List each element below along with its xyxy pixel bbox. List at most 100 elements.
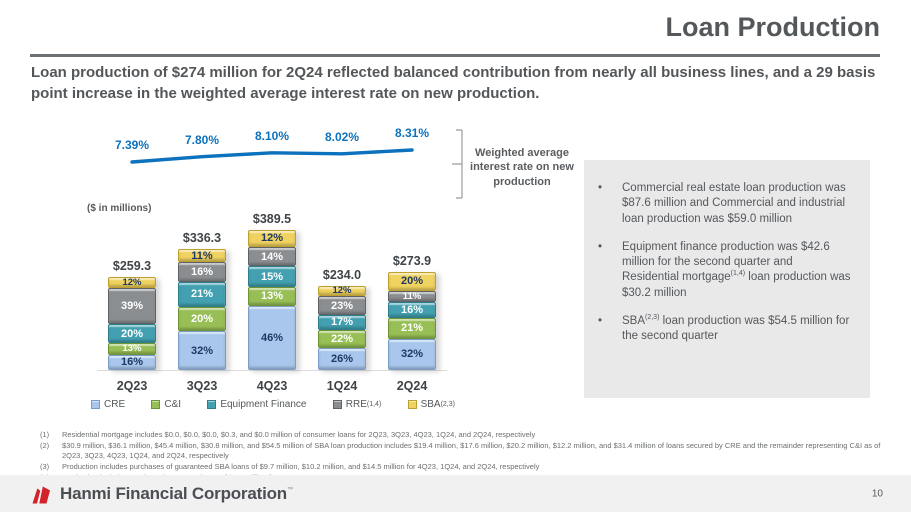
segment-equipment-finance: 20%	[108, 324, 156, 343]
hanmi-logo-icon	[32, 486, 50, 503]
bar-column-4Q23: $389.5 12% 14% 15% 13% 46%	[237, 212, 307, 370]
bar-total-label: $259.3	[112, 258, 152, 273]
segment-cre: 32%	[178, 331, 226, 370]
segment-cre: 16%	[108, 354, 156, 370]
bullet-icon: •	[598, 182, 603, 194]
bar-column-2Q23: $259.3 12% 39% 20% 13% 16%	[97, 259, 167, 370]
segment-c-i: 20%	[178, 307, 226, 332]
segment-rre: 39%	[108, 288, 156, 325]
bar-stack: 11% 16% 21% 20% 32%	[178, 249, 226, 370]
footnote-text: Production includes purchases of guarant…	[62, 461, 540, 471]
interest-rate-line	[130, 148, 414, 164]
segment-equipment-finance: 15%	[248, 266, 296, 288]
segment-cre: 32%	[388, 338, 436, 370]
segment-rre: 11%	[388, 291, 436, 302]
segment-sba: 12%	[108, 276, 156, 288]
segment-sba: 12%	[318, 285, 366, 296]
segment-rre: 16%	[178, 262, 226, 282]
bullet-icon: •	[598, 314, 603, 327]
chart-legend: CRE C&I Equipment Finance RRE (1,4) SBA (2,3)	[85, 399, 461, 410]
footnote-text: Residential mortgage includes $0.0, $0.0…	[62, 430, 536, 439]
bullet-text: Commercial real estate loan production w…	[622, 182, 846, 225]
bar-column-2Q24: $273.9 20% 11% 16% 21% 32%	[377, 254, 447, 370]
bar-total-label: $336.3	[182, 231, 222, 246]
segment-c-i: 21%	[388, 317, 436, 339]
stacked-bars: $259.3 12% 39% 20% 13% 16% $336.3 11% 16% 21% 20% 3…	[97, 186, 447, 371]
segment-equipment-finance: 17%	[318, 315, 366, 330]
trademark-mark: ™	[286, 486, 293, 493]
segment-rre: 14%	[248, 246, 296, 267]
brand-logo-group: Hanmi Financial Corporation ™	[30, 483, 293, 505]
legend-swatch-icon	[207, 400, 217, 409]
x-axis-label-1Q24: 1Q24	[326, 379, 358, 393]
rate-value-label: 7.80%	[184, 132, 220, 147]
line-series-label: Weighted average interest rate on new pr…	[470, 147, 574, 188]
segment-rre: 23%	[318, 296, 366, 316]
title-divider	[30, 54, 880, 57]
footnote-number: (1)	[40, 430, 50, 439]
footnote-number: (2)	[40, 440, 50, 450]
x-axis-label-3Q23: 3Q23	[186, 379, 218, 393]
slide-footer: Hanmi Financial Corporation ™ 10	[0, 475, 911, 512]
footnote-item: (1) Residential mortgage includes $0.0, $…	[40, 430, 902, 440]
segment-c-i: 13%	[248, 287, 296, 306]
bullet-icon: •	[598, 240, 603, 253]
bar-stack: 12% 39% 20% 13% 16%	[108, 276, 156, 370]
legend-label: C&I	[164, 399, 182, 410]
bar-column-1Q24: $234.0 12% 23% 17% 22% 26%	[307, 268, 377, 370]
segment-equipment-finance: 21%	[178, 281, 226, 308]
segment-cre: 26%	[318, 348, 366, 370]
bar-stack: 12% 14% 15% 13% 46%	[248, 230, 296, 370]
legend-item-cre: CRE	[91, 399, 125, 410]
legend-swatch-icon	[407, 400, 417, 409]
x-axis-label-4Q23: 4Q23	[256, 379, 288, 393]
legend-label: RRE	[345, 399, 367, 410]
bracket-shape	[452, 129, 463, 199]
legend-item-equipment-finance: Equipment Finance	[207, 399, 307, 410]
units-label: ($ in millions)	[87, 203, 152, 214]
bar-column-3Q23: $336.3 11% 16% 21% 20% 32%	[167, 231, 237, 370]
bar-total-label: $389.5	[252, 212, 292, 226]
callout-bullet: • Equipment finance production was $42.6 …	[598, 240, 852, 301]
bullet-text: Equipment finance production was $42.6 m…	[622, 240, 851, 299]
legend-swatch-icon	[151, 400, 161, 409]
legend-item-c-i: C&I	[151, 399, 181, 410]
segment-cre: 46%	[248, 305, 296, 370]
segment-sba: 11%	[178, 249, 226, 263]
loan-production-chart: 7.39% 7.80% 8.10% 8.02% 8.31% $259.3 12% 39% 20…	[85, 126, 457, 394]
rate-value-label: 8.02%	[324, 129, 360, 144]
footnote-text: $30.9 million, $36.1 million, $45.4 mill…	[62, 440, 881, 460]
segment-c-i: 22%	[318, 329, 366, 349]
rate-value-label: 8.31%	[394, 126, 430, 141]
legend-label: CRE	[104, 399, 126, 410]
segment-sba: 20%	[388, 271, 436, 292]
footnote-item: (2) $30.9 million, $36.1 million, $45.4 m…	[40, 441, 902, 461]
callout-bullet: • Commercial real estate loan production …	[598, 181, 852, 227]
highlights-panel: • Commercial real estate loan production …	[584, 160, 870, 398]
rate-value-label: 8.10%	[254, 128, 290, 143]
bar-stack: 20% 11% 16% 21% 32%	[388, 271, 436, 370]
legend-swatch-icon	[91, 400, 100, 409]
segment-sba: 12%	[248, 230, 296, 247]
x-axis-label-2Q24: 2Q24	[396, 379, 428, 393]
bar-total-label: $273.9	[392, 253, 432, 268]
footnote-number: (3)	[40, 461, 50, 471]
x-axis-label-2Q23: 2Q23	[116, 379, 148, 393]
legend-item-rre: RRE (1,4)	[332, 399, 381, 410]
legend-label: Equipment Finance	[220, 399, 307, 410]
brand-name: Hanmi Financial Corporation	[60, 483, 287, 503]
slide-subtitle: Loan production of $274 million for 2Q24…	[31, 64, 876, 102]
bar-total-label: $234.0	[322, 267, 362, 282]
legend-label: SBA	[420, 399, 441, 410]
rate-value-label: 7.39%	[114, 138, 150, 152]
legend-swatch-icon	[332, 400, 342, 409]
segment-equipment-finance: 16%	[388, 302, 436, 318]
legend-item-sba: SBA (2,3)	[407, 399, 455, 410]
bar-stack: 12% 23% 17% 22% 26%	[318, 285, 366, 370]
footnote-item: (3) Production includes purchases of guar…	[40, 462, 902, 472]
callout-bullet: • SBA(2,3) loan production was $54.5 mill…	[598, 314, 852, 345]
segment-c-i: 13%	[108, 342, 156, 355]
x-axis-labels: 2Q23 3Q23 4Q23 1Q24 2Q24	[97, 373, 447, 393]
page-number: 10	[871, 488, 883, 499]
